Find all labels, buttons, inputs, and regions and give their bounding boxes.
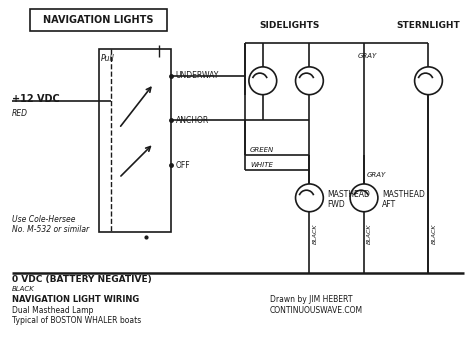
Text: CONTINUOUSWAVE.COM: CONTINUOUSWAVE.COM <box>270 306 363 315</box>
Text: 0 VDC (BATTERY NEGATIVE): 0 VDC (BATTERY NEGATIVE) <box>12 275 152 284</box>
Bar <box>99 49 171 231</box>
Text: ANCHOR: ANCHOR <box>175 116 209 125</box>
Text: GRAY: GRAY <box>357 53 377 59</box>
Text: WHITE: WHITE <box>250 162 273 168</box>
Text: MASTHEAD
AFT: MASTHEAD AFT <box>382 190 425 209</box>
Text: BLACK: BLACK <box>367 223 372 244</box>
Text: STERNLIGHT: STERNLIGHT <box>397 21 460 30</box>
Text: MASTHEAD
FWD: MASTHEAD FWD <box>327 190 370 209</box>
Text: Typical of BOSTON WHALER boats: Typical of BOSTON WHALER boats <box>12 316 141 325</box>
Text: OFF: OFF <box>175 160 190 170</box>
Text: Drawn by JIM HEBERT: Drawn by JIM HEBERT <box>270 295 352 304</box>
Text: Use Cole-Hersee
No. M-532 or similar: Use Cole-Hersee No. M-532 or similar <box>12 215 89 234</box>
Text: RED: RED <box>12 109 28 118</box>
Text: BLACK: BLACK <box>12 286 35 292</box>
Text: +12 VDC: +12 VDC <box>12 94 60 104</box>
Text: GRAY: GRAY <box>367 172 386 178</box>
Text: Dual Masthead Lamp: Dual Masthead Lamp <box>12 306 93 315</box>
Text: GREEN: GREEN <box>250 147 274 153</box>
Text: NAVIGATION LIGHT WIRING: NAVIGATION LIGHT WIRING <box>12 295 139 304</box>
Text: UNDERWAY: UNDERWAY <box>175 71 219 80</box>
Text: BLACK: BLACK <box>312 223 318 244</box>
Bar <box>30 9 166 31</box>
Text: NAVIGATION LIGHTS: NAVIGATION LIGHTS <box>43 15 154 25</box>
Text: SIDELIGHTS: SIDELIGHTS <box>259 21 320 30</box>
Text: Pull: Pull <box>101 54 115 63</box>
Text: BLACK: BLACK <box>431 223 437 244</box>
